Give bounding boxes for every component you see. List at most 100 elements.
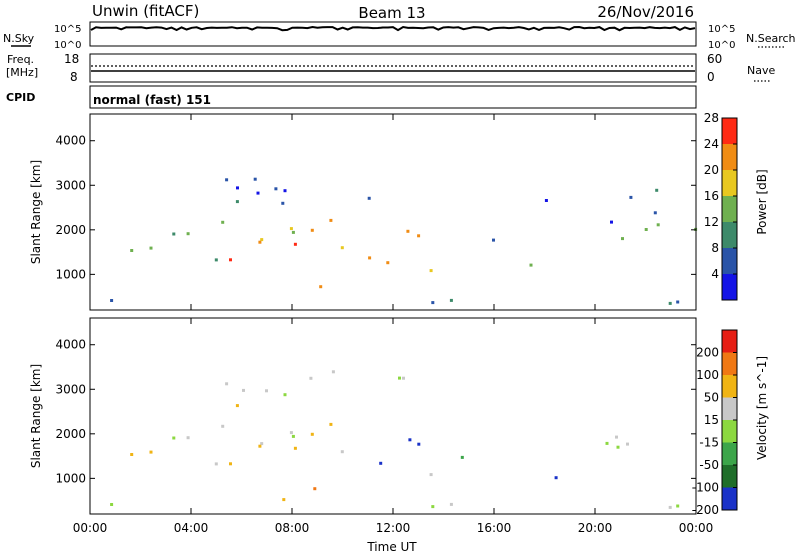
pwr-colorbar-swatch [722,248,737,274]
pwr-cell [236,186,239,190]
vel-cell [329,422,333,426]
beam-title: Beam 13 [358,4,425,22]
vel-cell [260,442,264,446]
vel-cell [258,444,262,448]
vel-cell [460,455,464,459]
pwr-cell [221,220,225,224]
vel-cell [282,498,286,502]
vel-xtick-label: 00:00 [679,521,714,535]
pwr-cell [449,298,453,302]
pwr-colorbar-tick-label: 4 [711,267,719,281]
pwr-colorbar-tick-label: 8 [711,241,719,255]
vel-xtick-label: 16:00 [477,521,512,535]
velocity-panel-frame [89,317,697,515]
pwr-cell [406,229,410,233]
velocity-scatter [110,370,680,509]
vel-cell [340,450,344,454]
noise-panel-frame [89,21,697,47]
pwr-cell [110,299,114,302]
cpid-panel: CPID normal (fast) 151 [6,85,697,109]
velocity-panel: 1000 2000 3000 4000 00:00 04:00 08:00 12:00 16:… [29,317,769,554]
vel-colorbar-tick-label: -15 [699,436,719,450]
vel-colorbar-tick-label: 100 [696,368,719,382]
vel-cell [615,435,618,439]
pwr-colorbar-frame [721,117,738,301]
vel-cell [313,487,317,491]
noise-tick-left-bottom: 10^0 [54,40,81,51]
vel-xtick-label: 00:00 [73,521,108,535]
vel-xtick-label: 20:00 [578,521,613,535]
power-scatter [110,177,698,305]
pwr-cell [656,223,660,227]
vel-cell [429,473,433,477]
pwr-cell [235,200,239,204]
vel-cell [110,503,114,506]
freq-label: Freq. [7,53,34,66]
power-panel: 1000 2000 3000 4000 Slant Range [km] 4 8 12 16… [29,111,769,311]
pwr-cell [492,238,495,242]
freq-unit-label: [MHz] [6,66,38,79]
vel-cell [310,432,314,436]
pwr-cell [225,178,229,182]
pwr-cell [529,263,533,267]
date-title: 26/Nov/2016 [597,3,694,21]
vel-ytick-label: 4000 [55,338,86,352]
vel-cell [172,436,176,440]
station-title: Unwin (fitACF) [92,2,199,20]
vel-cell [289,431,293,435]
vel-colorbar-tick-label: 200 [696,346,719,360]
vel-cell [402,376,405,380]
pwr-ytick-label: 2000 [55,223,86,237]
cpid-label: CPID [6,91,35,104]
pwr-colorbar-swatch [722,118,737,144]
pwr-colorbar-tick-label: 16 [704,189,719,203]
pwr-cell [149,246,153,250]
pwr-cell [329,218,333,222]
nave-label: Nave [747,64,775,77]
pwr-cell [655,188,659,192]
vel-colorbar-tick-label: -50 [699,458,719,472]
vel-cell [605,441,609,445]
vel-ytick-label: 3000 [55,382,86,396]
pwr-cell [368,256,372,260]
vel-cell [283,393,287,397]
nsearch-label: N.Search [746,32,796,45]
pwr-cell [429,269,433,273]
nave-tick-bottom: 0 [707,70,715,84]
freq-tick-bottom: 8 [70,70,78,84]
x-axis-label: Time UT [366,540,417,554]
vel-cell [431,505,435,509]
velocity-ylabel: Slant Range [km] [29,364,43,468]
vel-colorbar-swatch [722,375,737,398]
pwr-colorbar-swatch [722,170,737,196]
vel-cell [554,476,558,480]
vel-cell [235,404,239,408]
pwr-ytick-label: 1000 [55,267,86,281]
vel-cell [293,446,297,450]
pwr-cell [653,211,657,215]
pwr-colorbar-swatch [722,196,737,222]
pwr-ytick-label: 3000 [55,178,86,192]
power-colorbar: 4 8 12 16 20 24 28 [704,111,738,301]
pwr-cell [281,201,285,205]
pwr-cell [260,238,264,242]
vel-colorbar-swatch [722,420,737,443]
vel-colorbar-swatch [722,397,737,420]
pwr-cell [668,301,672,305]
vel-cell [186,436,190,440]
pwr-colorbar-tick-label: 20 [704,163,719,177]
vel-ytick-label: 1000 [55,471,86,485]
vel-cell [229,462,232,466]
freq-tick-top: 18 [64,52,79,66]
cpid-value: normal (fast) 151 [93,93,211,107]
vel-cell [214,462,218,466]
nsky-trace [90,25,696,32]
pwr-colorbar-tick-label: 24 [704,137,719,151]
pwr-cell [644,228,648,231]
vel-cell [221,424,225,428]
vel-cell [449,502,453,506]
vel-ytick-label: 2000 [55,427,86,441]
vel-cell [626,442,629,446]
pwr-cell [186,232,190,236]
pwr-cell [130,249,134,252]
